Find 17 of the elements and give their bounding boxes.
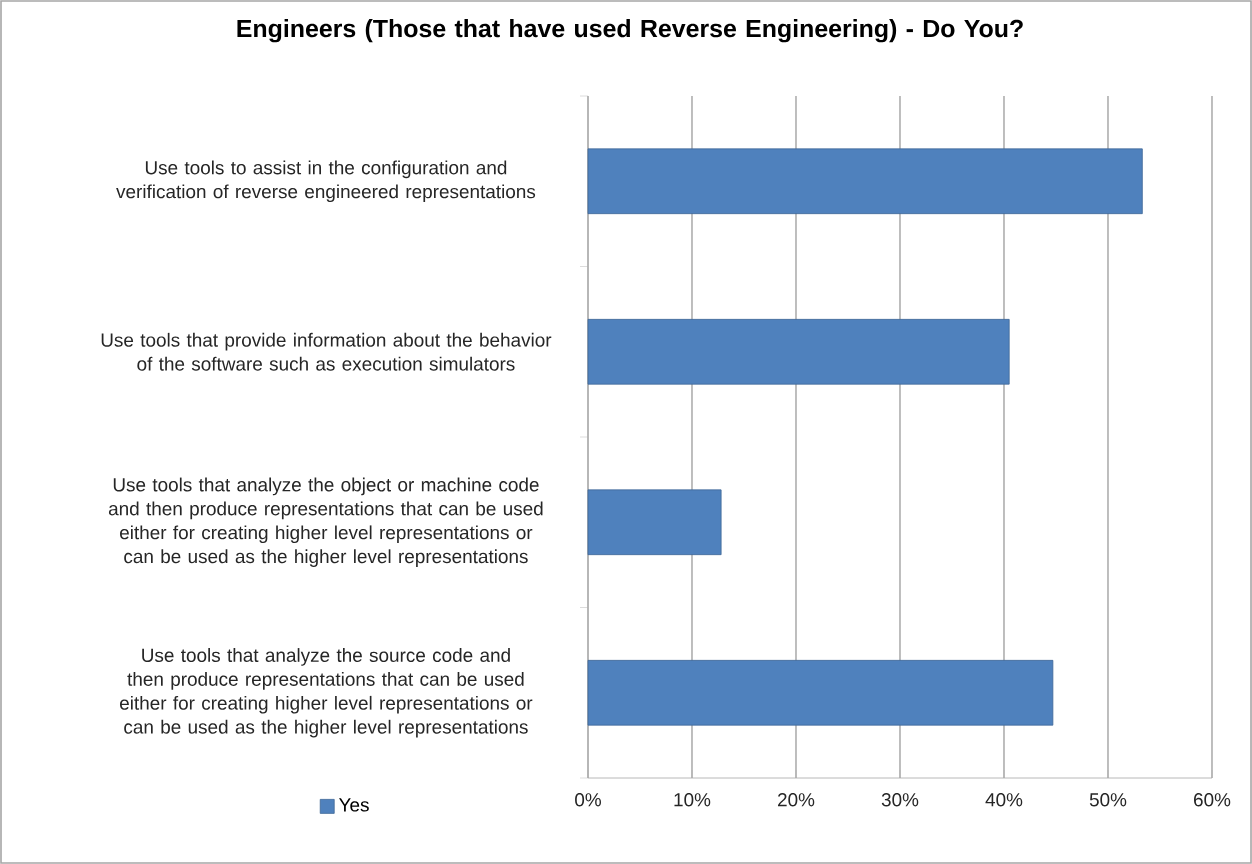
- x-tick-label: 20%: [777, 793, 815, 807]
- y-tick-label: Use tools that analyze the source code and then produce representations that can be used either for creating higher level representations or can be used as the higher level representations: [120, 648, 533, 738]
- chart-title: Engineers (Those that have used Reverse Engineering) - Do You?: [237, 19, 1023, 43]
- bar: [587, 148, 1143, 215]
- legend-label: Yes: [339, 798, 369, 812]
- bar: [587, 659, 1054, 726]
- x-tick-label: 50%: [1089, 793, 1127, 807]
- bar: [587, 489, 722, 556]
- x-tick-label: 0%: [575, 793, 601, 807]
- y-tick-label: Use tools that provide information about the behavior of the software such as execution simulators: [101, 332, 552, 371]
- x-tick-label: 60%: [1194, 793, 1231, 807]
- x-tick-label: 30%: [881, 793, 919, 807]
- y-tick-label: Use tools to assist in the configuration and verification of reverse engineered representations: [116, 160, 536, 203]
- x-tick-label: 40%: [985, 793, 1023, 807]
- y-tick-label: Use tools that analyze the object or machine code and then produce representations that can be used either for creating higher level representations or can be used as the higher level representations: [108, 477, 543, 567]
- bar: [587, 318, 1010, 385]
- x-tick-label: 10%: [674, 793, 711, 807]
